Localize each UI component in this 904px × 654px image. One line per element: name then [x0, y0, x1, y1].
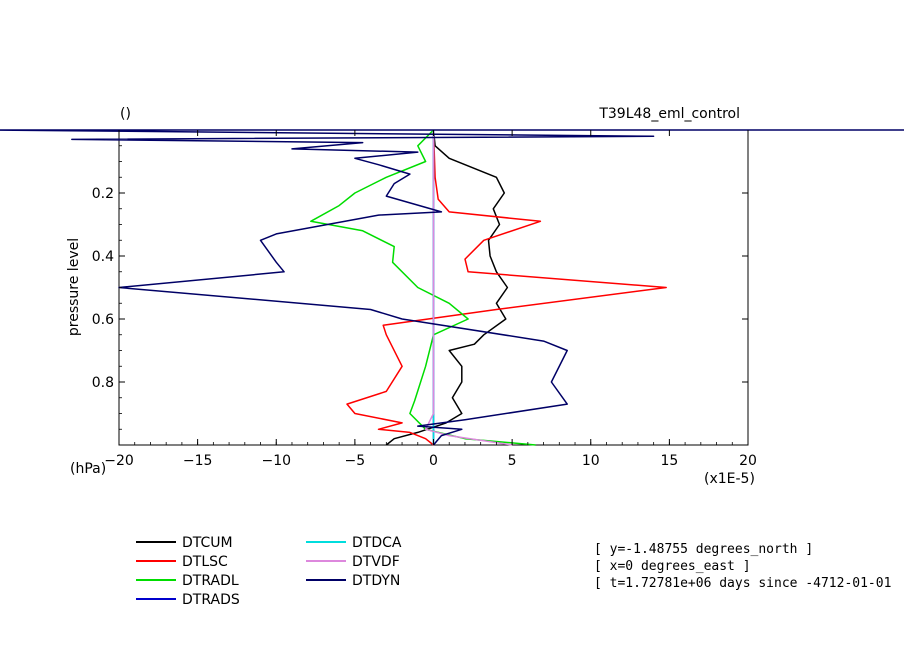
y-tick-label: 0.6	[92, 312, 114, 328]
y-axis-label: pressure level	[66, 238, 82, 336]
chart-title-left: ()	[120, 106, 131, 122]
ticks-layer: −20 −15 −10 −5 0 5 10 15 20 0.2 0.4 0.6 0.8	[92, 130, 757, 469]
x-tick-label: 15	[660, 453, 678, 469]
y-tick-label: 0.2	[92, 186, 114, 202]
legend-label-dtvdf: DTVDF	[352, 554, 400, 570]
annotation-x: [ x=0 degrees_east ]	[594, 559, 751, 574]
chart-title-right: T39L48_eml_control	[598, 106, 740, 122]
legend: DTCUM DTLSC DTRADL DTRADS DTDCA DTVDF DTDYN	[136, 535, 402, 608]
x-tick-label: 20	[739, 453, 757, 469]
series-line-dtvdf	[424, 130, 513, 446]
legend-label-dtdca: DTDCA	[352, 535, 402, 551]
legend-label-dtlsc: DTLSC	[182, 554, 228, 570]
legend-label-dtrads: DTRADS	[182, 592, 240, 608]
x-tick-label: 5	[508, 453, 517, 469]
annotations: [ y=-1.48755 degrees_north ] [ x=0 degre…	[594, 542, 891, 591]
x-tick-label: −5	[345, 453, 366, 469]
series-layer	[0, 129, 904, 446]
x-tick-label: −15	[183, 453, 213, 469]
legend-label-dtdyn: DTDYN	[352, 573, 400, 589]
y-tick-label: 0.4	[92, 249, 114, 265]
series-line-dtlsc	[346, 129, 667, 446]
series-line-dtcum	[385, 129, 509, 446]
x-tick-label: 0	[429, 453, 438, 469]
x-axis-scale-label: (x1E-5)	[704, 471, 755, 487]
y-axis-unit: (hPa)	[70, 461, 106, 477]
legend-label-dtradl: DTRADL	[182, 573, 239, 589]
legend-label-dtcum: DTCUM	[182, 535, 233, 551]
series-line-dtdyn	[0, 129, 904, 446]
x-tick-label: 10	[582, 453, 600, 469]
series-line-dtradl	[310, 129, 536, 446]
y-tick-label: 0.8	[92, 375, 114, 391]
x-tick-label: −10	[261, 453, 291, 469]
x-tick-label: −20	[104, 453, 134, 469]
annotation-y: [ y=-1.48755 degrees_north ]	[594, 542, 813, 557]
annotation-t: [ t=1.72781e+06 days since -4712-01-01	[594, 576, 891, 591]
